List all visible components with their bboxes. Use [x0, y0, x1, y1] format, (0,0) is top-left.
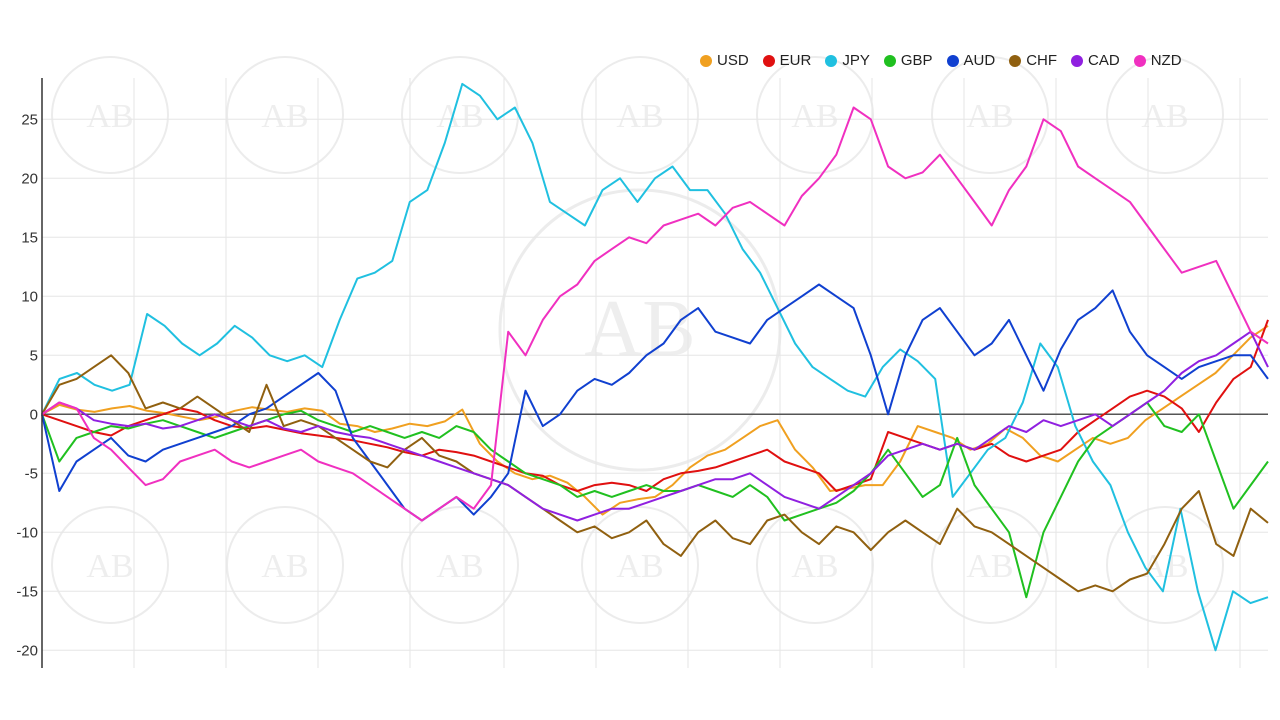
watermark-seal	[226, 506, 344, 624]
legend-dot-icon	[1009, 54, 1022, 67]
watermark-initials: AB	[86, 98, 133, 135]
watermark-initials: AB	[1141, 98, 1188, 135]
watermark-seal	[1106, 56, 1224, 174]
watermark-seal	[931, 56, 1049, 174]
watermark-initials: AB	[261, 98, 308, 135]
legend-label: EUR	[779, 52, 812, 69]
legend-label: CHF	[1026, 52, 1058, 69]
y-tick-label: 0	[30, 406, 38, 423]
series-line-jpy	[41, 82, 1269, 652]
series-line-chf	[41, 354, 1269, 593]
legend-dot-icon	[1071, 54, 1084, 67]
legend-item-nzd[interactable]: NZD	[1133, 52, 1182, 69]
watermark-initials: AB	[791, 98, 838, 135]
legend-label: JPY	[842, 52, 870, 69]
y-tick-label: 5	[30, 347, 38, 364]
legend-dot-icon	[883, 54, 896, 67]
series-layer	[41, 82, 1269, 652]
watermark-initials: AB	[791, 548, 838, 585]
legend-item-usd[interactable]: USD	[700, 52, 749, 69]
watermark-initials: AB	[616, 548, 663, 585]
legend-label: AUD	[963, 52, 996, 69]
series-line-usd	[41, 324, 1269, 516]
watermark-seal	[756, 56, 874, 174]
legend-label: GBP	[900, 52, 933, 69]
y-tick-label: 10	[21, 288, 38, 305]
legend-item-gbp[interactable]: GBP	[883, 52, 933, 69]
watermark-initials: AB	[261, 548, 308, 585]
legend-item-eur[interactable]: EUR	[762, 52, 812, 69]
y-axis-ticks: 25 20 15 10 5 0 -5 -10 -15 -20	[16, 111, 38, 659]
y-tick-label: 15	[21, 229, 38, 246]
legend-item-cad[interactable]: CAD	[1071, 52, 1120, 69]
watermark-initials: AB	[616, 98, 663, 135]
series-line-nzd	[41, 106, 1269, 522]
y-tick-label: -20	[16, 642, 38, 659]
watermark-initials: AB	[436, 98, 483, 135]
legend-dot-icon	[825, 54, 838, 67]
legend-item-aud[interactable]: AUD	[946, 52, 996, 69]
legend-dot-icon	[700, 54, 712, 67]
y-tick-label: 25	[21, 111, 38, 128]
legend-dot-icon	[762, 54, 775, 67]
legend-dot-icon	[1133, 54, 1146, 67]
watermark-seal	[226, 56, 344, 174]
legend-dot-icon	[946, 54, 959, 67]
watermark-initials: AB	[86, 548, 133, 585]
watermark-initials: AB	[966, 98, 1013, 135]
y-tick-label: -5	[25, 465, 38, 482]
legend-item-chf[interactable]: CHF	[1009, 52, 1057, 69]
legend-label: USD	[717, 52, 749, 69]
legend-label: CAD	[1088, 52, 1120, 69]
watermark-initials: AB	[436, 548, 483, 585]
series-line-aud	[41, 283, 1269, 522]
watermark-seal	[1106, 506, 1224, 624]
watermark-seal	[51, 56, 169, 174]
watermark-seal	[581, 506, 699, 624]
legend-label: NZD	[1150, 52, 1182, 69]
watermark-seal	[401, 506, 519, 624]
y-tick-label: -15	[16, 583, 38, 600]
watermark-seal	[51, 506, 169, 624]
y-tick-label: -10	[16, 524, 38, 541]
y-tick-label: 20	[21, 170, 38, 187]
chart-legend: USD EUR JPY GBP AUD CHF CAD NZD	[700, 52, 1196, 69]
watermark-central-initials: AB	[584, 285, 695, 373]
watermark-seal	[581, 56, 699, 174]
legend-item-jpy[interactable]: JPY	[825, 52, 870, 69]
series-line-cad	[41, 330, 1269, 522]
watermark-initials: AB	[966, 548, 1013, 585]
series-line-gbp	[41, 401, 1269, 599]
